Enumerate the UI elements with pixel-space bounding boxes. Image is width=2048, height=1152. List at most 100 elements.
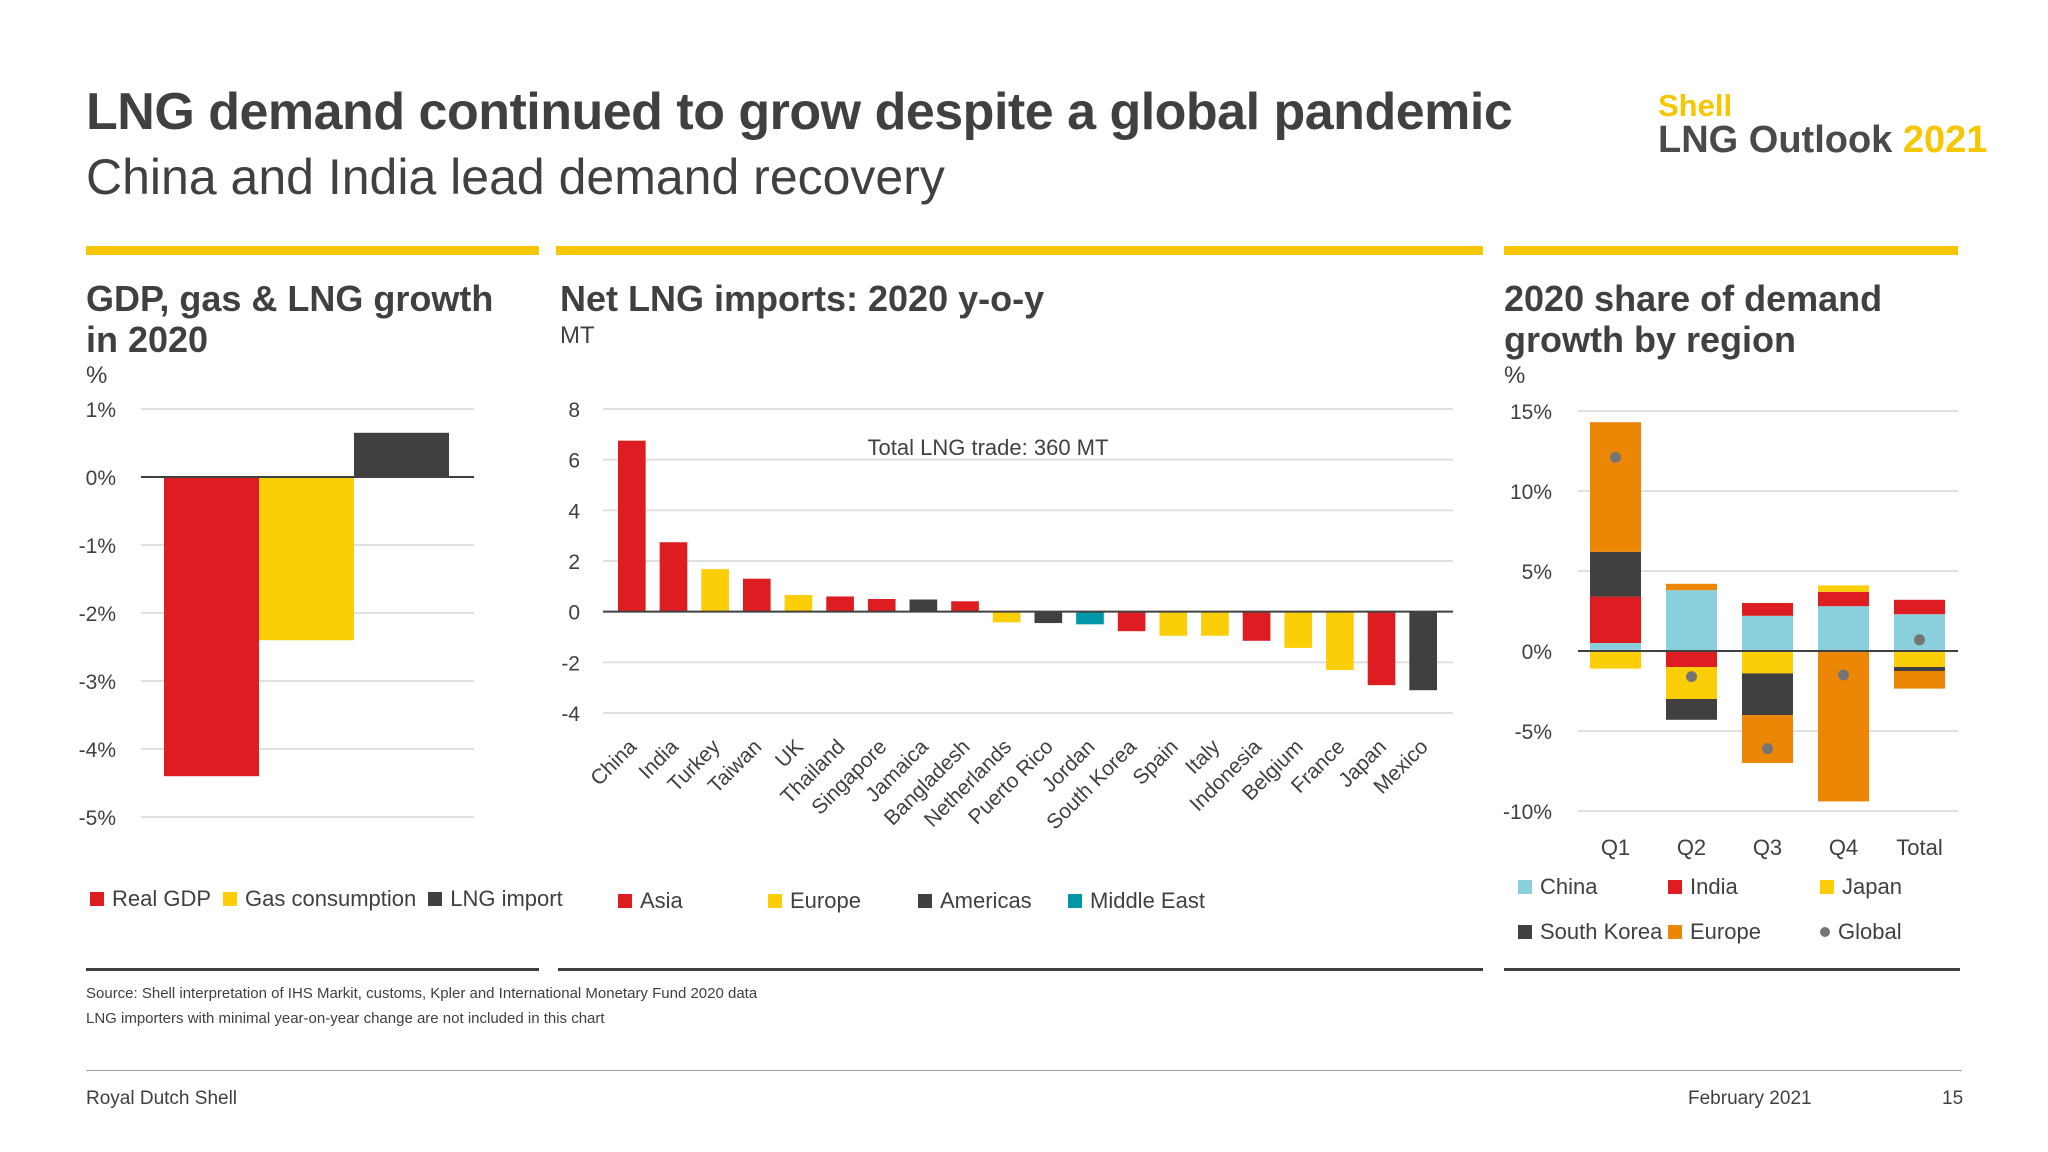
c1-tick-label: -5% bbox=[79, 807, 116, 830]
legend-asia: Asia bbox=[640, 888, 683, 913]
c2-tick-label: 0 bbox=[568, 602, 580, 625]
panel1-title: GDP, gas & LNG growth in 2020 bbox=[86, 278, 494, 360]
c3-segment-india bbox=[1590, 596, 1641, 643]
c2-bar-indonesia bbox=[1242, 611, 1271, 641]
legend-lng-import: LNG import bbox=[450, 886, 563, 911]
c3-segment-europe bbox=[1666, 583, 1717, 591]
legend-swatch-china bbox=[1518, 880, 1532, 894]
chart-footnote: LNG importers with minimal year-on-year … bbox=[86, 1010, 605, 1027]
panel3-title: 2020 share of demand growth by region bbox=[1504, 278, 1883, 360]
c3-tick-label: -5% bbox=[1515, 721, 1552, 744]
panel2-accent-bar bbox=[556, 246, 1483, 255]
c2-bar-italy bbox=[1201, 611, 1229, 636]
c2-bar-singapore bbox=[867, 599, 896, 612]
c2-bar-india bbox=[659, 542, 688, 612]
c3-tick-label: 10% bbox=[1510, 481, 1552, 504]
legend-swatch-global bbox=[1820, 927, 1830, 937]
c2-category-label: Spain bbox=[1129, 735, 1183, 789]
legend-swatch-real-gdp bbox=[90, 892, 104, 906]
c2-bar-puerto-rico bbox=[1034, 611, 1063, 624]
c3-category-label: Q3 bbox=[1753, 835, 1782, 860]
panel3-accent-bar bbox=[1504, 246, 1958, 255]
c3-global-marker bbox=[1610, 451, 1621, 463]
c3-tick-label: 0% bbox=[1522, 641, 1552, 664]
legend-swatch-india bbox=[1668, 880, 1682, 894]
panel2-title: Net LNG imports: 2020 y-o-y bbox=[560, 278, 1045, 319]
c3-segment-south-korea bbox=[1590, 551, 1641, 597]
panel3-unit: % bbox=[1504, 362, 1526, 389]
panel1-accent-bar bbox=[86, 246, 539, 255]
c1-tick-label: -3% bbox=[79, 671, 116, 694]
c1-bar-gas-consumption bbox=[259, 477, 354, 641]
c3-segment-china bbox=[1894, 614, 1945, 651]
c3-segment-japan bbox=[1590, 651, 1641, 669]
panel2-bottom-rule bbox=[558, 968, 1483, 971]
legend-swatch-gas bbox=[223, 892, 238, 906]
legend-real-gdp: Real GDP bbox=[112, 886, 212, 911]
c3-tick-label: 5% bbox=[1522, 561, 1552, 584]
panel1-unit: % bbox=[86, 362, 108, 389]
c3-segment-europe bbox=[1590, 422, 1641, 552]
c2-bar-belgium bbox=[1284, 611, 1313, 648]
c3-segment-europe bbox=[1894, 671, 1945, 689]
c3-segment-china bbox=[1590, 643, 1641, 651]
c3-global-marker bbox=[1914, 634, 1925, 646]
logo-product: LNG Outlook bbox=[1658, 119, 1893, 161]
legend-swatch-middle-east bbox=[1068, 894, 1082, 908]
legend-swatch-asia bbox=[618, 894, 632, 908]
c2-tick-label: 4 bbox=[568, 500, 580, 523]
c3-segment-europe bbox=[1742, 715, 1793, 763]
legend-india: India bbox=[1690, 874, 1738, 899]
c2-tick-label: -2 bbox=[561, 652, 580, 675]
c3-segment-south-korea bbox=[1666, 699, 1717, 720]
source-note: Source: Shell interpretation of IHS Mark… bbox=[86, 985, 758, 1002]
page-title: LNG demand continued to grow despite a g… bbox=[86, 83, 1513, 141]
legend-panel2: Asia Europe Americas Middle East bbox=[618, 888, 1205, 914]
c3-segment-india bbox=[1818, 591, 1869, 607]
c1-tick-label: -4% bbox=[79, 739, 116, 762]
c3-tick-label: 15% bbox=[1510, 401, 1552, 424]
c3-category-label: Total bbox=[1896, 835, 1942, 860]
logo-brand: Shell bbox=[1658, 88, 1733, 123]
c1-tick-label: -2% bbox=[79, 603, 116, 626]
c3-category-label: Q2 bbox=[1677, 835, 1706, 860]
c2-bar-taiwan bbox=[742, 578, 771, 612]
legend-europe: Europe bbox=[790, 888, 861, 913]
legend-swatch-europe bbox=[768, 894, 782, 908]
footer-rule bbox=[86, 1070, 1962, 1071]
c3-global-marker bbox=[1762, 743, 1773, 755]
footer-date: February 2021 bbox=[1688, 1088, 1812, 1109]
c3-segment-japan bbox=[1894, 651, 1945, 667]
legend-panel1: Real GDP Gas consumption LNG import bbox=[90, 886, 563, 912]
c2-bar-mexico bbox=[1409, 611, 1437, 691]
c2-tick-label: 2 bbox=[568, 551, 580, 574]
legend-middle-east: Middle East bbox=[1090, 888, 1205, 913]
c2-bar-uk bbox=[784, 594, 813, 612]
c2-bar-china bbox=[618, 440, 646, 612]
panel2-unit: MT bbox=[560, 322, 595, 349]
legend-americas: Americas bbox=[940, 888, 1032, 913]
legend-swatch-south-korea bbox=[1518, 925, 1532, 939]
c2-bar-france bbox=[1326, 611, 1354, 670]
page-subtitle: China and India lead demand recovery bbox=[86, 149, 945, 205]
c2-tick-label: 6 bbox=[568, 450, 580, 473]
c2-bar-jamaica bbox=[909, 599, 938, 612]
c3-segment-japan bbox=[1818, 585, 1869, 592]
c3-segment-india bbox=[1742, 603, 1793, 616]
c1-tick-label: -1% bbox=[79, 535, 116, 558]
shell-lng-outlook-logo: Shell LNG Outlook 2021 bbox=[1658, 90, 1987, 159]
c3-segment-china bbox=[1742, 615, 1793, 651]
c3-segment-south-korea bbox=[1742, 673, 1793, 715]
c3-segment-china bbox=[1818, 606, 1869, 651]
legend-swatch-americas bbox=[918, 894, 932, 908]
c3-segment-india bbox=[1666, 651, 1717, 667]
c2-tick-label: 8 bbox=[568, 399, 580, 422]
c2-bar-thailand bbox=[826, 596, 854, 612]
c3-global-marker bbox=[1686, 671, 1697, 683]
legend-swatch-lng bbox=[428, 892, 443, 906]
c2-bar-japan bbox=[1367, 611, 1396, 686]
c3-segment-china bbox=[1666, 590, 1717, 651]
c3-segment-india bbox=[1894, 599, 1945, 615]
page-number: 15 bbox=[1942, 1088, 1964, 1109]
